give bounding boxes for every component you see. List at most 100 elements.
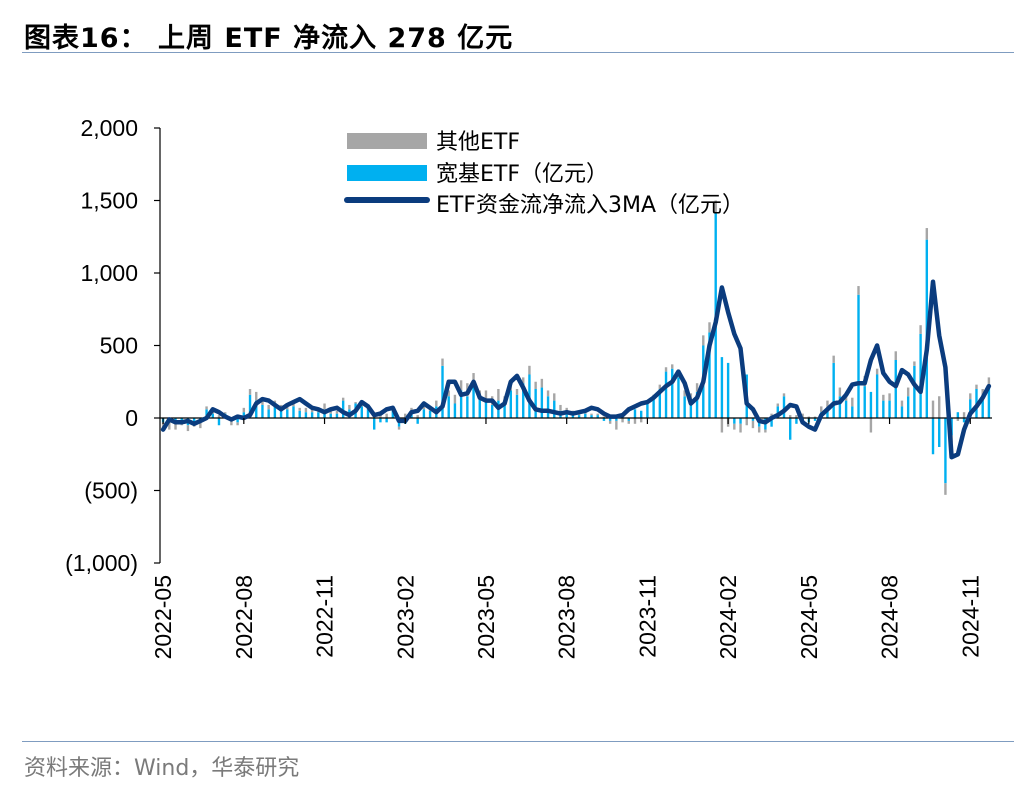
bar-broad-etf bbox=[826, 409, 829, 418]
bar-other-etf bbox=[335, 410, 339, 414]
bar-other-etf bbox=[422, 404, 426, 410]
bar-broad-etf bbox=[608, 418, 612, 421]
bar-broad-etf bbox=[279, 407, 283, 418]
legend-label-other-etf: 其他ETF bbox=[436, 130, 520, 155]
bar-other-etf bbox=[938, 396, 941, 418]
bar-broad-etf bbox=[192, 418, 196, 423]
bar-broad-etf bbox=[242, 412, 246, 418]
bar-other-etf bbox=[186, 425, 190, 432]
bar-other-etf bbox=[522, 377, 525, 384]
bar-other-etf bbox=[236, 422, 239, 426]
bar-broad-etf bbox=[310, 412, 314, 418]
bar-other-etf bbox=[658, 384, 662, 389]
bar-other-etf bbox=[931, 400, 935, 418]
bar-other-etf bbox=[782, 393, 786, 397]
bar-broad-etf bbox=[795, 418, 798, 424]
bar-broad-etf bbox=[695, 391, 699, 418]
bar-broad-etf bbox=[956, 412, 960, 418]
bar-broad-etf bbox=[900, 406, 904, 418]
bar-other-etf bbox=[894, 351, 897, 360]
bar-other-etf bbox=[944, 483, 947, 495]
bar-broad-etf bbox=[286, 409, 289, 418]
bar-other-etf bbox=[739, 423, 742, 433]
bar-broad-etf bbox=[292, 406, 295, 418]
bar-broad-etf bbox=[341, 400, 345, 418]
bar-other-etf bbox=[764, 429, 767, 433]
bar-other-etf bbox=[304, 407, 308, 413]
bar-broad-etf bbox=[596, 415, 599, 418]
bar-other-etf bbox=[298, 407, 301, 411]
bar-other-etf bbox=[969, 393, 972, 400]
bar-other-etf bbox=[776, 403, 779, 407]
bar-broad-etf bbox=[534, 389, 537, 418]
bar-other-etf bbox=[354, 402, 357, 404]
chart-legend: 其他ETF 宽基ETF（亿元） ETF资金流净流入3MA（亿元） bbox=[344, 130, 744, 218]
legend-swatch-other-etf bbox=[347, 133, 427, 149]
bar-broad-etf bbox=[683, 396, 686, 418]
bar-broad-etf bbox=[379, 418, 382, 423]
bar-broad-etf bbox=[391, 410, 395, 418]
bar-broad-etf bbox=[428, 410, 432, 418]
bar-broad-etf bbox=[373, 418, 376, 430]
etf-flow-chart: 2,000 1,500 1,000 500 0 (500) (1,000) 2022-05 20… bbox=[65, 115, 992, 659]
bar-other-etf bbox=[435, 400, 438, 407]
bar-broad-etf bbox=[478, 397, 481, 418]
bar-broad-etf bbox=[894, 360, 897, 418]
bars-layer bbox=[161, 200, 991, 495]
bar-broad-etf bbox=[689, 400, 693, 418]
bar-other-etf bbox=[472, 373, 475, 382]
bar-other-etf bbox=[733, 423, 736, 430]
bar-broad-etf bbox=[261, 404, 264, 418]
bar-other-etf bbox=[267, 404, 270, 410]
bar-other-etf bbox=[341, 397, 345, 401]
bar-broad-etf bbox=[416, 418, 419, 424]
bar-broad-etf bbox=[590, 415, 593, 418]
bar-other-etf bbox=[820, 406, 823, 413]
bar-broad-etf bbox=[981, 396, 984, 418]
bar-broad-etf bbox=[770, 418, 773, 427]
y-tick-label: 0 bbox=[125, 405, 138, 431]
bar-broad-etf bbox=[273, 404, 277, 418]
bar-other-etf bbox=[962, 412, 966, 418]
bar-other-etf bbox=[441, 358, 444, 366]
bar-other-etf bbox=[205, 406, 208, 410]
bar-other-etf bbox=[279, 404, 283, 408]
bar-broad-etf bbox=[180, 418, 183, 421]
bar-broad-etf bbox=[639, 410, 643, 418]
bar-other-etf bbox=[615, 420, 618, 430]
bar-other-etf bbox=[987, 377, 991, 387]
chart-title: 图表16： 上周 ETF 净流入 278 亿元 bbox=[24, 23, 514, 54]
bar-other-etf bbox=[553, 393, 556, 401]
bar-other-etf bbox=[515, 389, 519, 395]
bar-other-etf bbox=[546, 390, 550, 397]
bar-broad-etf bbox=[838, 396, 842, 418]
bar-other-etf bbox=[497, 389, 500, 401]
bar-broad-etf bbox=[515, 394, 519, 418]
y-tick-label: 1,000 bbox=[80, 260, 138, 286]
bar-broad-etf bbox=[484, 400, 488, 418]
bar-other-etf bbox=[410, 407, 413, 411]
bar-other-etf bbox=[453, 394, 457, 404]
bar-other-etf bbox=[596, 413, 599, 416]
bar-other-etf bbox=[981, 389, 984, 397]
bar-other-etf bbox=[223, 412, 227, 414]
bar-broad-etf bbox=[863, 386, 866, 418]
bar-broad-etf bbox=[844, 400, 848, 418]
bar-other-etf bbox=[639, 418, 643, 423]
bar-other-etf bbox=[633, 418, 637, 424]
x-tick-label: 2023-11 bbox=[634, 575, 660, 658]
bar-other-etf bbox=[869, 418, 873, 433]
bar-broad-etf bbox=[919, 333, 922, 418]
bar-broad-etf bbox=[851, 406, 854, 418]
bar-broad-etf bbox=[540, 387, 544, 418]
bar-broad-etf bbox=[441, 365, 444, 418]
bar-broad-etf bbox=[875, 374, 879, 418]
bar-broad-etf bbox=[739, 418, 742, 424]
bar-broad-etf bbox=[522, 383, 525, 418]
bar-other-etf bbox=[385, 413, 388, 418]
bar-broad-etf bbox=[969, 399, 972, 418]
bar-other-etf bbox=[459, 380, 463, 391]
bar-other-etf bbox=[217, 415, 221, 418]
ma-line bbox=[160, 279, 992, 460]
bar-broad-etf bbox=[584, 413, 587, 418]
